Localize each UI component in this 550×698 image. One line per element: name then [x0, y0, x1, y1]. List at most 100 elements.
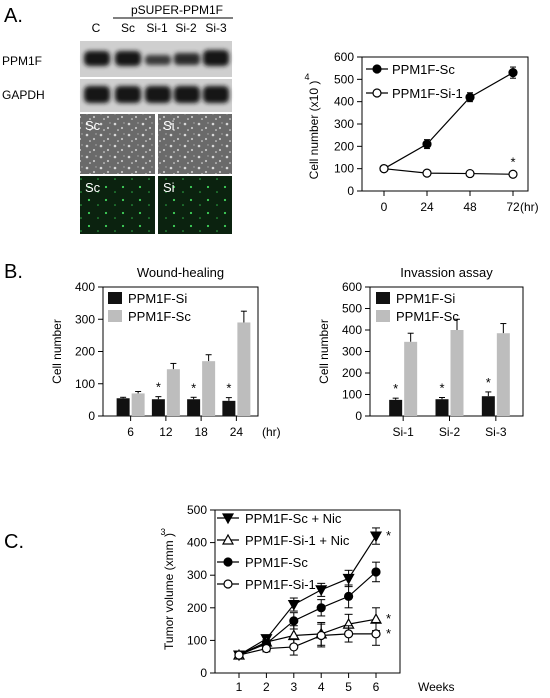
data-point: [372, 88, 382, 98]
data-point: [261, 643, 271, 654]
blot-row-label: GAPDH: [2, 88, 45, 102]
fluorescence-image-si: [158, 176, 232, 234]
bar: [222, 400, 236, 416]
data-point: [371, 629, 381, 639]
data-point: [422, 168, 432, 178]
legend-entry: PPM1F-Sc: [217, 555, 308, 570]
y-tick-label: 400: [334, 95, 354, 109]
significance-asterisk: *: [486, 375, 491, 390]
brightfield-image-sc: [80, 114, 155, 174]
legend-entry: PPM1F-Si-1: [366, 86, 463, 101]
blot-construct-label: pSUPER-PPM1F: [131, 3, 223, 17]
invasion-assay-chart: 0 100 200 300 400 500 600 Invassion assay Cell n…: [317, 265, 524, 439]
legend-entry: PPM1F-Si-1: [217, 577, 316, 592]
y-tick-label: 300: [75, 312, 95, 326]
legend-label: PPM1F-Sc: [245, 555, 308, 570]
legend-swatch: [376, 292, 390, 304]
x-tick-label: 24: [230, 425, 244, 439]
series-ppm1f-si-1: [234, 621, 381, 660]
y-tick-label: 300: [187, 568, 207, 582]
bar: [496, 333, 510, 416]
panel-label-a: A.: [4, 5, 23, 27]
data-point: [508, 68, 518, 78]
x-axis-unit: (hr): [262, 425, 281, 439]
bar: [404, 341, 418, 416]
fluorescence-image-sc: [80, 176, 155, 234]
bar: [151, 399, 165, 416]
x-tick-label: 2: [263, 680, 270, 693]
y-tick-label: 300: [334, 117, 354, 131]
legend-label: PPM1F-Si-1: [392, 86, 463, 101]
image-label: Sc: [85, 118, 101, 133]
y-tick-label: 500: [342, 302, 362, 316]
data-point: [508, 169, 518, 179]
bar: [131, 393, 145, 416]
y-tick-label: 300: [342, 345, 362, 359]
image-label: Sc: [85, 180, 101, 195]
data-point: [465, 92, 475, 102]
panel-label-b: B.: [4, 261, 23, 283]
legend-label: PPM1F-Sc + Nic: [245, 511, 342, 526]
legend-swatch: [376, 310, 390, 322]
legend-entry: PPM1F-Sc: [108, 309, 191, 324]
legend-entry: PPM1F-Sc: [366, 62, 455, 77]
bar: [202, 361, 216, 416]
series-ppm1f-sc: [379, 66, 518, 174]
microscopy-images: Sc Si Sc Si: [80, 114, 232, 234]
y-axis-label: Cell number (x10 ): [307, 81, 321, 180]
data-point: [289, 642, 299, 652]
y-tick-label: 500: [187, 503, 207, 517]
y-tick-label: 200: [342, 366, 362, 380]
significance-asterisk: *: [439, 381, 444, 396]
y-tick-label: 600: [342, 280, 362, 294]
x-tick-label: Si-1: [392, 425, 414, 439]
data-point: [465, 168, 475, 179]
x-tick-label: Si-2: [439, 425, 461, 439]
blot-lane-label: Sc: [121, 21, 135, 35]
significance-asterisk: *: [191, 380, 196, 395]
bar: [389, 399, 403, 416]
y-tick-label: 0: [355, 409, 362, 423]
data-point: [371, 567, 381, 577]
y-tick-label: 100: [187, 633, 207, 647]
y-tick-label: 0: [88, 409, 95, 423]
significance-asterisk: *: [386, 611, 391, 626]
x-axis-unit: (hr): [520, 200, 539, 214]
y-tick-label: 100: [334, 162, 354, 176]
x-tick-label: 3: [290, 680, 297, 693]
x-tick-label: 72: [506, 200, 520, 214]
y-tick-label: 400: [187, 536, 207, 550]
blot-row-label: PPM1F: [2, 54, 42, 68]
data-point: [223, 557, 233, 567]
blot-lane-label: Si-2: [175, 21, 197, 35]
legend-label: PPM1F-Si: [396, 291, 455, 306]
y-axis-label: Cell number: [50, 319, 64, 384]
y-tick-label: 400: [342, 323, 362, 337]
legend-label: PPM1F-Si-1 + Nic: [245, 533, 350, 548]
y-tick-label: 100: [75, 377, 95, 391]
blot-lane-label: C: [92, 21, 101, 35]
x-axis-unit: Weeks: [418, 680, 454, 693]
significance-asterisk: *: [393, 381, 398, 396]
data-point: [344, 629, 354, 639]
legend-swatch: [108, 292, 122, 304]
bar: [237, 322, 251, 416]
data-point: [221, 513, 235, 525]
x-tick-label: 6: [127, 425, 134, 439]
data-point: [422, 139, 432, 149]
legend-entry: PPM1F-Si: [376, 291, 455, 306]
tumor-volume-chart: 0 100 200 300 400 500 1 2 3 4 5 6 Weeks Tumor volume …: [160, 503, 454, 694]
legend-swatch: [108, 310, 122, 322]
y-tick-label: 200: [75, 345, 95, 359]
data-point: [289, 616, 299, 626]
legend-label: PPM1F-Sc: [128, 309, 191, 324]
chart-title: Wound-healing: [137, 265, 224, 280]
data-point: [316, 603, 326, 613]
bar: [116, 398, 130, 416]
y-axis-label: Cell number: [317, 319, 331, 384]
x-tick-label: Si-3: [485, 425, 507, 439]
y-axis-label-exponent: 4: [304, 72, 309, 82]
significance-asterisk: *: [226, 381, 231, 396]
data-point: [372, 64, 382, 74]
